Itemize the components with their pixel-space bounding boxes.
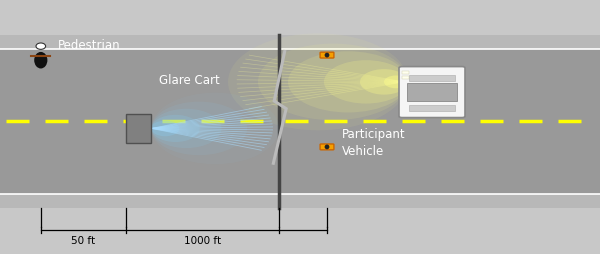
Ellipse shape	[151, 115, 200, 142]
FancyBboxPatch shape	[320, 144, 334, 150]
Bar	[402, 72, 409, 75]
Ellipse shape	[34, 53, 47, 69]
Ellipse shape	[384, 76, 408, 89]
Text: Participant
Vehicle: Participant Vehicle	[342, 127, 406, 157]
Bar	[0, 36, 600, 50]
Ellipse shape	[36, 44, 46, 50]
Bar	[409, 106, 455, 112]
Bar	[0, 194, 600, 208]
Bar	[409, 75, 455, 82]
Text: Glare Cart: Glare Cart	[159, 74, 220, 86]
Ellipse shape	[324, 61, 408, 104]
Ellipse shape	[325, 145, 329, 150]
Text: Pedestrian: Pedestrian	[58, 39, 120, 52]
FancyBboxPatch shape	[320, 53, 334, 59]
Ellipse shape	[151, 93, 279, 165]
Bar	[0, 36, 600, 208]
Ellipse shape	[151, 102, 247, 155]
Bar	[407, 84, 457, 102]
Ellipse shape	[288, 52, 408, 113]
Bar	[402, 77, 409, 80]
Ellipse shape	[228, 34, 408, 131]
Ellipse shape	[360, 70, 408, 95]
FancyBboxPatch shape	[399, 67, 465, 118]
Ellipse shape	[151, 121, 179, 137]
Ellipse shape	[325, 54, 329, 58]
Text: 50 ft: 50 ft	[71, 235, 95, 245]
Bar	[126, 114, 151, 144]
Ellipse shape	[151, 109, 221, 148]
Ellipse shape	[258, 44, 408, 121]
Text: 1000 ft: 1000 ft	[184, 235, 221, 245]
